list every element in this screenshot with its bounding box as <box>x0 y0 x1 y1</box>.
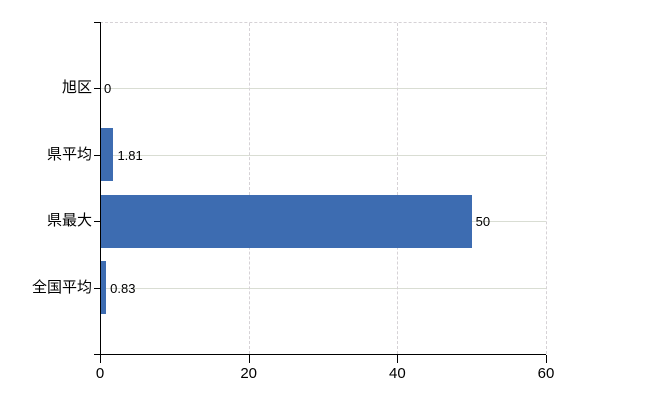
x-axis-tick-label: 40 <box>388 365 406 382</box>
x-gridline <box>248 23 250 354</box>
x-axis-tick <box>100 355 101 363</box>
x-gridline <box>397 23 399 354</box>
x-axis-tick-label: 0 <box>95 365 105 382</box>
plot-border-top <box>100 22 546 23</box>
bar <box>101 128 114 182</box>
category-gridline <box>101 88 546 90</box>
y-axis-line <box>100 22 101 362</box>
category-label: 全国平均 <box>31 278 92 296</box>
x-axis-tick-label: 20 <box>240 365 257 382</box>
x-axis-line <box>94 354 546 355</box>
plot-border-right <box>546 22 547 354</box>
x-axis-tick <box>248 355 250 363</box>
category-label: 県平均 <box>46 145 92 163</box>
y-axis-edge-tick <box>94 22 100 23</box>
x-axis-tick <box>546 355 547 363</box>
bar-value-label: 0.83 <box>110 280 136 296</box>
y-axis-tick <box>94 154 100 156</box>
x-axis-tick-label: 60 <box>537 365 555 382</box>
y-axis-tick <box>94 88 100 90</box>
y-axis-tick <box>94 287 100 289</box>
y-axis-tick <box>94 221 100 223</box>
category-label: 旭区 <box>61 79 92 97</box>
category-gridline <box>101 287 546 289</box>
bar-value-label: 1.81 <box>117 147 143 163</box>
bar <box>101 194 472 248</box>
bar <box>101 261 107 315</box>
category-label: 県最大 <box>46 212 92 230</box>
category-gridline <box>101 154 546 156</box>
bar-value-label: 50 <box>475 214 491 230</box>
x-axis-tick <box>397 355 399 363</box>
bar-value-label: 0 <box>104 81 112 97</box>
